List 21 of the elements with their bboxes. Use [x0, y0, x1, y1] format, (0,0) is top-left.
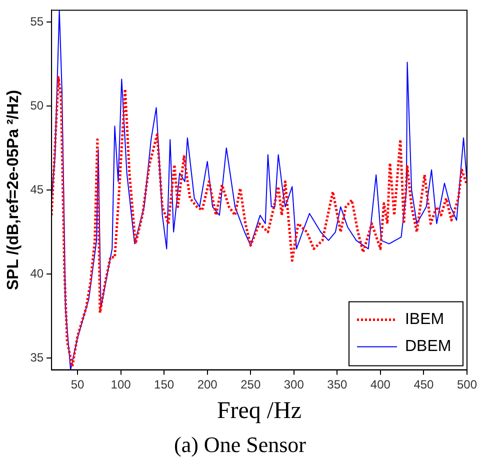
x-tick-label: 50 — [70, 377, 85, 392]
line-series — [52, 76, 467, 368]
x-tick-label: 350 — [327, 377, 348, 392]
x-tick-label: 500 — [456, 377, 478, 392]
y-tick-label: 50 — [30, 98, 44, 112]
legend-label: DBEM — [404, 338, 452, 356]
y-tick-label: 40 — [30, 266, 44, 280]
x-axis-title: Freq /Hz — [216, 398, 302, 424]
x-tick-label: 200 — [197, 377, 218, 392]
text: (a) One Sensor — [173, 432, 307, 458]
y-tick-label: 55 — [30, 14, 44, 28]
y-tick-label: 45 — [30, 182, 44, 196]
x-tick-label: 400 — [370, 377, 391, 392]
x-tick-label: 300 — [284, 377, 304, 392]
y-axis-title: SPL /(dB,ref=2e-05Pa ²/Hz) — [5, 90, 22, 290]
legend-label: IBEM — [404, 311, 444, 328]
y-tick-label: 35 — [30, 350, 44, 364]
x-tick-label: 100 — [110, 377, 132, 392]
x-tick-label: 250 — [240, 377, 261, 392]
x-tick-label: 450 — [414, 377, 434, 392]
x-tick-label: 150 — [154, 377, 174, 392]
